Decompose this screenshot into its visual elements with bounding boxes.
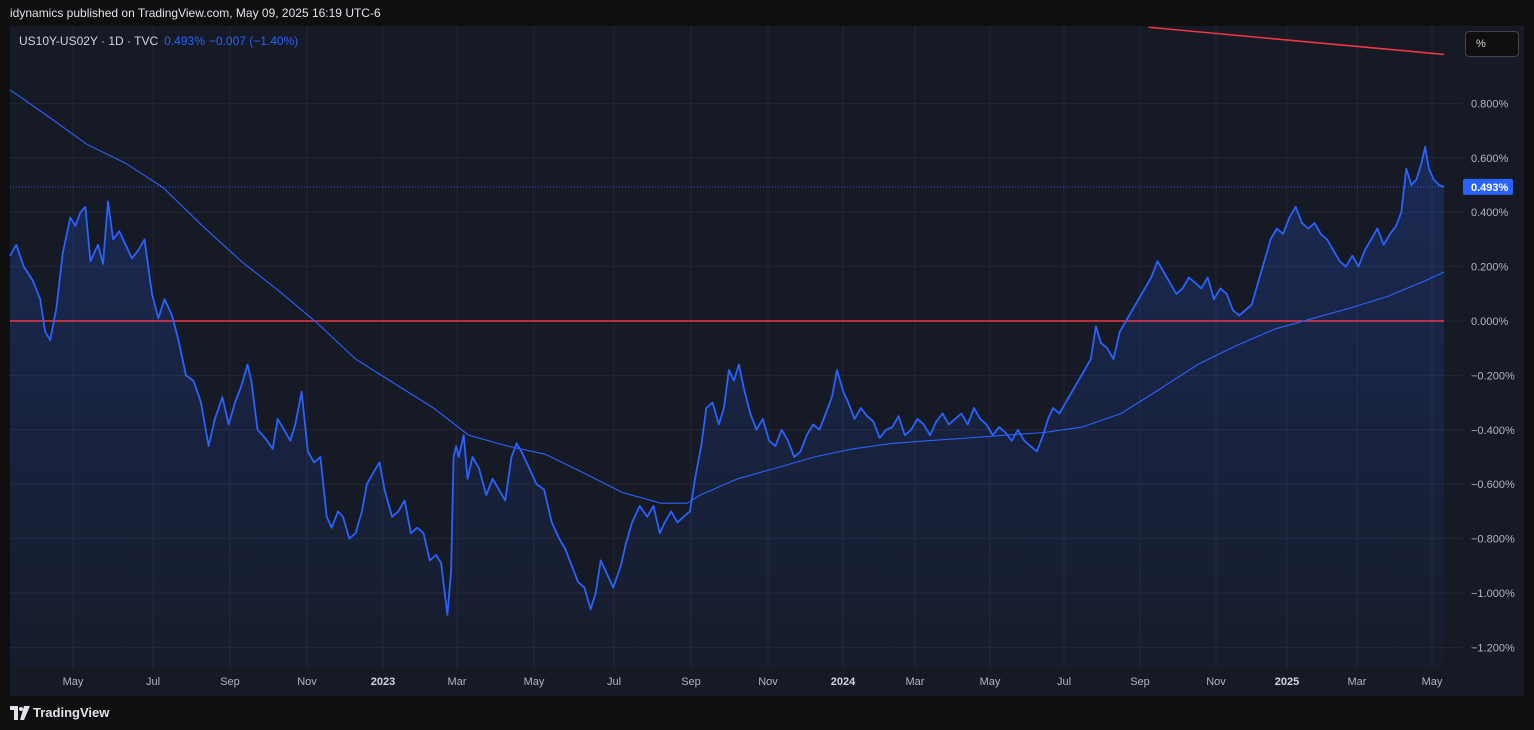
y-tick-label: 0.400% bbox=[1471, 207, 1509, 219]
y-tick-label: 0.000% bbox=[1471, 316, 1509, 328]
y-tick-label: −0.800% bbox=[1471, 534, 1515, 546]
x-tick-label: 2024 bbox=[831, 676, 856, 688]
tradingview-brand[interactable]: TradingView bbox=[33, 705, 110, 720]
spread-area-fill bbox=[10, 146, 1444, 668]
x-tick-label: May bbox=[1422, 676, 1443, 688]
last-value-text: 0.493% bbox=[1471, 182, 1509, 194]
x-tick-label: Sep bbox=[1130, 676, 1150, 688]
footer bbox=[0, 696, 1534, 730]
x-tick-label: Nov bbox=[1206, 676, 1226, 688]
x-tick-label: Jul bbox=[1057, 676, 1071, 688]
spread-line bbox=[9, 146, 1445, 616]
publish-info: idynamics published on TradingView.com, … bbox=[10, 6, 381, 20]
unit-button-label: % bbox=[1476, 38, 1486, 50]
y-tick-label: 0.200% bbox=[1471, 262, 1509, 274]
moving-average-line bbox=[9, 89, 1445, 504]
publish-bar: idynamics published on TradingView.com, … bbox=[0, 0, 1534, 26]
x-tick-label: Jul bbox=[607, 676, 621, 688]
x-tick-label: May bbox=[63, 676, 84, 688]
x-tick-label: Nov bbox=[758, 676, 778, 688]
x-axis[interactable]: May Jul Sep Nov 2023 Mar May Jul Sep Nov 2024 Mar Ma… bbox=[63, 676, 1443, 688]
unit-button[interactable]: % bbox=[1465, 31, 1519, 57]
x-tick-label: Mar bbox=[448, 676, 467, 688]
change-value: −0.007 (−1.40%) bbox=[208, 34, 299, 48]
x-tick-label: Sep bbox=[220, 676, 240, 688]
tradingview-logo-icon[interactable] bbox=[10, 706, 30, 720]
x-tick-label: 2023 bbox=[371, 676, 395, 688]
x-tick-label: Mar bbox=[1348, 676, 1367, 688]
y-tick-label: −0.400% bbox=[1471, 425, 1515, 437]
y-tick-label: −1.200% bbox=[1471, 642, 1515, 654]
last-value: 0.493% bbox=[164, 34, 205, 48]
trend-line[interactable] bbox=[1148, 26, 1445, 56]
x-tick-label: Mar bbox=[906, 676, 925, 688]
y-tick-label: −1.000% bbox=[1471, 588, 1515, 600]
x-tick-label: Jul bbox=[146, 676, 160, 688]
x-tick-label: May bbox=[524, 676, 545, 688]
y-tick-label: −0.600% bbox=[1471, 479, 1515, 491]
y-tick-label: 0.800% bbox=[1471, 98, 1509, 110]
symbol-name[interactable]: US10Y-US02Y · 1D · TVC bbox=[19, 34, 159, 48]
x-tick-label: Nov bbox=[297, 676, 317, 688]
last-value-label: 0.493% bbox=[1463, 178, 1513, 195]
y-tick-label: −0.200% bbox=[1471, 370, 1515, 382]
x-tick-label: Sep bbox=[681, 676, 701, 688]
symbol-legend[interactable]: US10Y-US02Y · 1D · TVC 0.493% −0.007 (−1.4… bbox=[19, 34, 298, 48]
x-tick-label: 2025 bbox=[1275, 676, 1299, 688]
last-value-badge bbox=[1463, 178, 1513, 195]
x-tick-label: May bbox=[980, 676, 1001, 688]
y-axis[interactable]: 0.800% 0.600% 0.400% 0.200% 0.000% −0.200% −0.… bbox=[1471, 98, 1515, 654]
y-tick-label: 0.600% bbox=[1471, 153, 1509, 165]
